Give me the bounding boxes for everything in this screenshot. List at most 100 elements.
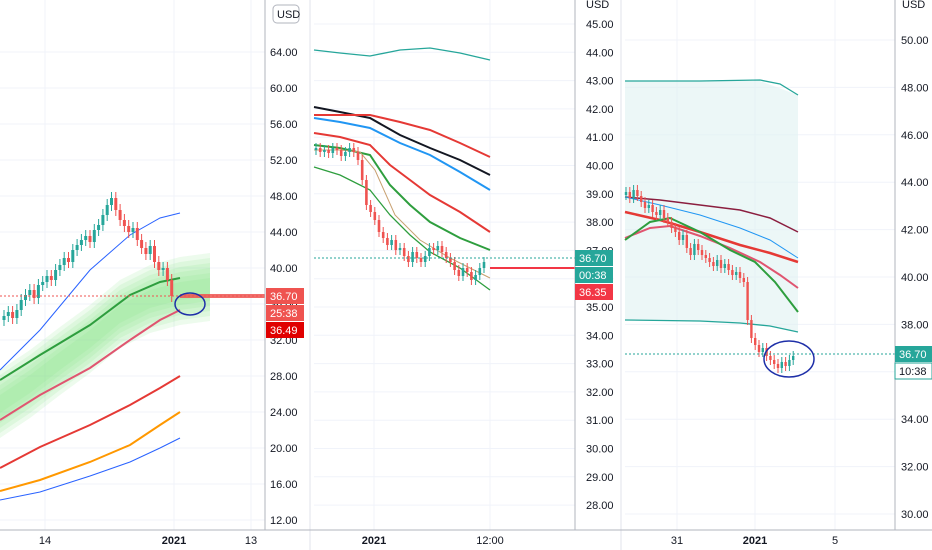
left-last-price: 36.70	[270, 291, 298, 303]
right-annotation-circle	[763, 340, 815, 378]
candle-body	[105, 205, 109, 215]
candle-body	[640, 196, 643, 202]
y-tick-label: 34.00	[586, 330, 614, 342]
candle-body	[161, 268, 165, 270]
candle-body	[71, 250, 75, 262]
middle-last-price: 36.70	[579, 253, 607, 265]
candle-body	[327, 150, 330, 153]
candle-body	[352, 148, 356, 152]
left-currency-label: USD	[277, 9, 300, 21]
right-band-lower	[624, 319, 799, 333]
candle-body	[402, 248, 406, 256]
y-tick-label: 34.00	[901, 414, 929, 426]
candle-body	[144, 248, 148, 254]
candle-body	[92, 230, 96, 242]
right-y-axis: 50.0048.0046.0044.0042.0040.0038.0036.00…	[901, 35, 929, 521]
y-tick-label: 48.00	[901, 82, 929, 94]
candle-body	[784, 362, 787, 366]
y-tick-label: 44.00	[270, 227, 298, 239]
candle-body	[6, 312, 10, 316]
middle-chart-panel: 45.00 44.00 43.00 42.00 41.00 40.00 39.00 38.00…	[313, 0, 614, 547]
middle-countdown-badge	[575, 267, 613, 283]
y-tick-label: 45.00	[586, 19, 614, 31]
candle-body	[689, 248, 692, 255]
y-tick-label: 42.00	[901, 225, 929, 237]
y-tick-label: 41.00	[586, 132, 614, 144]
candle-body	[114, 198, 118, 210]
left-currency-box	[272, 4, 300, 24]
right-chart-panel: 50.0048.0046.0044.0042.0040.0038.0036.00…	[624, 0, 932, 547]
candle-body	[465, 268, 469, 272]
x-tick-label: 2021	[362, 535, 386, 547]
candle-body	[750, 320, 753, 338]
candle-body	[165, 268, 169, 280]
candle-body	[369, 205, 372, 212]
left-prev-price: 36.49	[270, 325, 298, 337]
candle-body	[482, 262, 486, 268]
candle-body	[32, 290, 36, 298]
right-last-price-badge	[895, 346, 932, 362]
right-countdown: 10:38	[899, 366, 927, 378]
candle-body	[700, 250, 704, 255]
left-ma-red	[0, 375, 181, 469]
candle-body	[170, 280, 174, 296]
candle-body	[478, 268, 482, 275]
candle-body	[727, 264, 730, 270]
candle-body	[373, 212, 377, 220]
left-ma-green	[0, 277, 181, 381]
candle-body	[731, 270, 734, 275]
candle-body	[655, 212, 658, 215]
y-tick-label: 28.00	[586, 500, 614, 512]
y-tick-label: 32.00	[586, 387, 614, 399]
left-ma-orange	[0, 411, 181, 492]
candle-body	[344, 152, 347, 156]
y-tick-label: 35.00	[586, 302, 614, 314]
candle-body	[84, 236, 88, 240]
left-annotation-circle	[174, 292, 206, 316]
middle-ma-black	[313, 106, 491, 176]
candle-body	[647, 205, 650, 208]
candle-body	[723, 264, 726, 268]
candle-body	[377, 220, 381, 232]
candle-body	[738, 272, 742, 278]
candle-body	[792, 356, 795, 360]
candle-body	[348, 148, 351, 152]
left-price-segment	[180, 294, 265, 298]
candle-body	[62, 258, 66, 265]
candle-body	[449, 258, 452, 262]
candle-body	[110, 198, 113, 205]
candle-body	[651, 205, 654, 212]
candle-body	[15, 310, 19, 318]
y-tick-label: 20.00	[270, 443, 298, 455]
right-x-axis: 31 2021 5	[671, 535, 838, 547]
candle-body	[628, 192, 631, 198]
candle-body	[670, 222, 673, 228]
middle-ma-blue	[313, 117, 491, 191]
candle-body	[681, 235, 685, 240]
middle-ma-red	[314, 114, 491, 158]
middle-x-axis: 2021 12:00	[362, 535, 504, 547]
left-candles	[2, 192, 174, 326]
candle-body	[444, 252, 448, 258]
candle-body	[776, 364, 780, 368]
candle-body	[757, 345, 761, 352]
candle-body	[339, 150, 343, 156]
left-ma-blue-upper	[0, 212, 181, 371]
candle-body	[356, 152, 360, 160]
x-tick-label: 2021	[162, 535, 186, 547]
candle-body	[28, 290, 32, 295]
y-tick-label: 31.00	[586, 415, 614, 427]
middle-grid	[314, 0, 575, 530]
candle-body	[769, 356, 772, 360]
candle-body	[97, 225, 101, 230]
candle-body	[127, 226, 131, 232]
y-tick-label: 44.00	[901, 177, 929, 189]
ribbon-band	[0, 263, 210, 428]
right-last-price: 36.70	[899, 349, 927, 361]
candle-body	[54, 270, 58, 280]
candle-body	[118, 210, 122, 220]
y-tick-label: 30.00	[901, 509, 929, 521]
candle-body	[131, 228, 135, 232]
middle-candles	[314, 143, 486, 285]
